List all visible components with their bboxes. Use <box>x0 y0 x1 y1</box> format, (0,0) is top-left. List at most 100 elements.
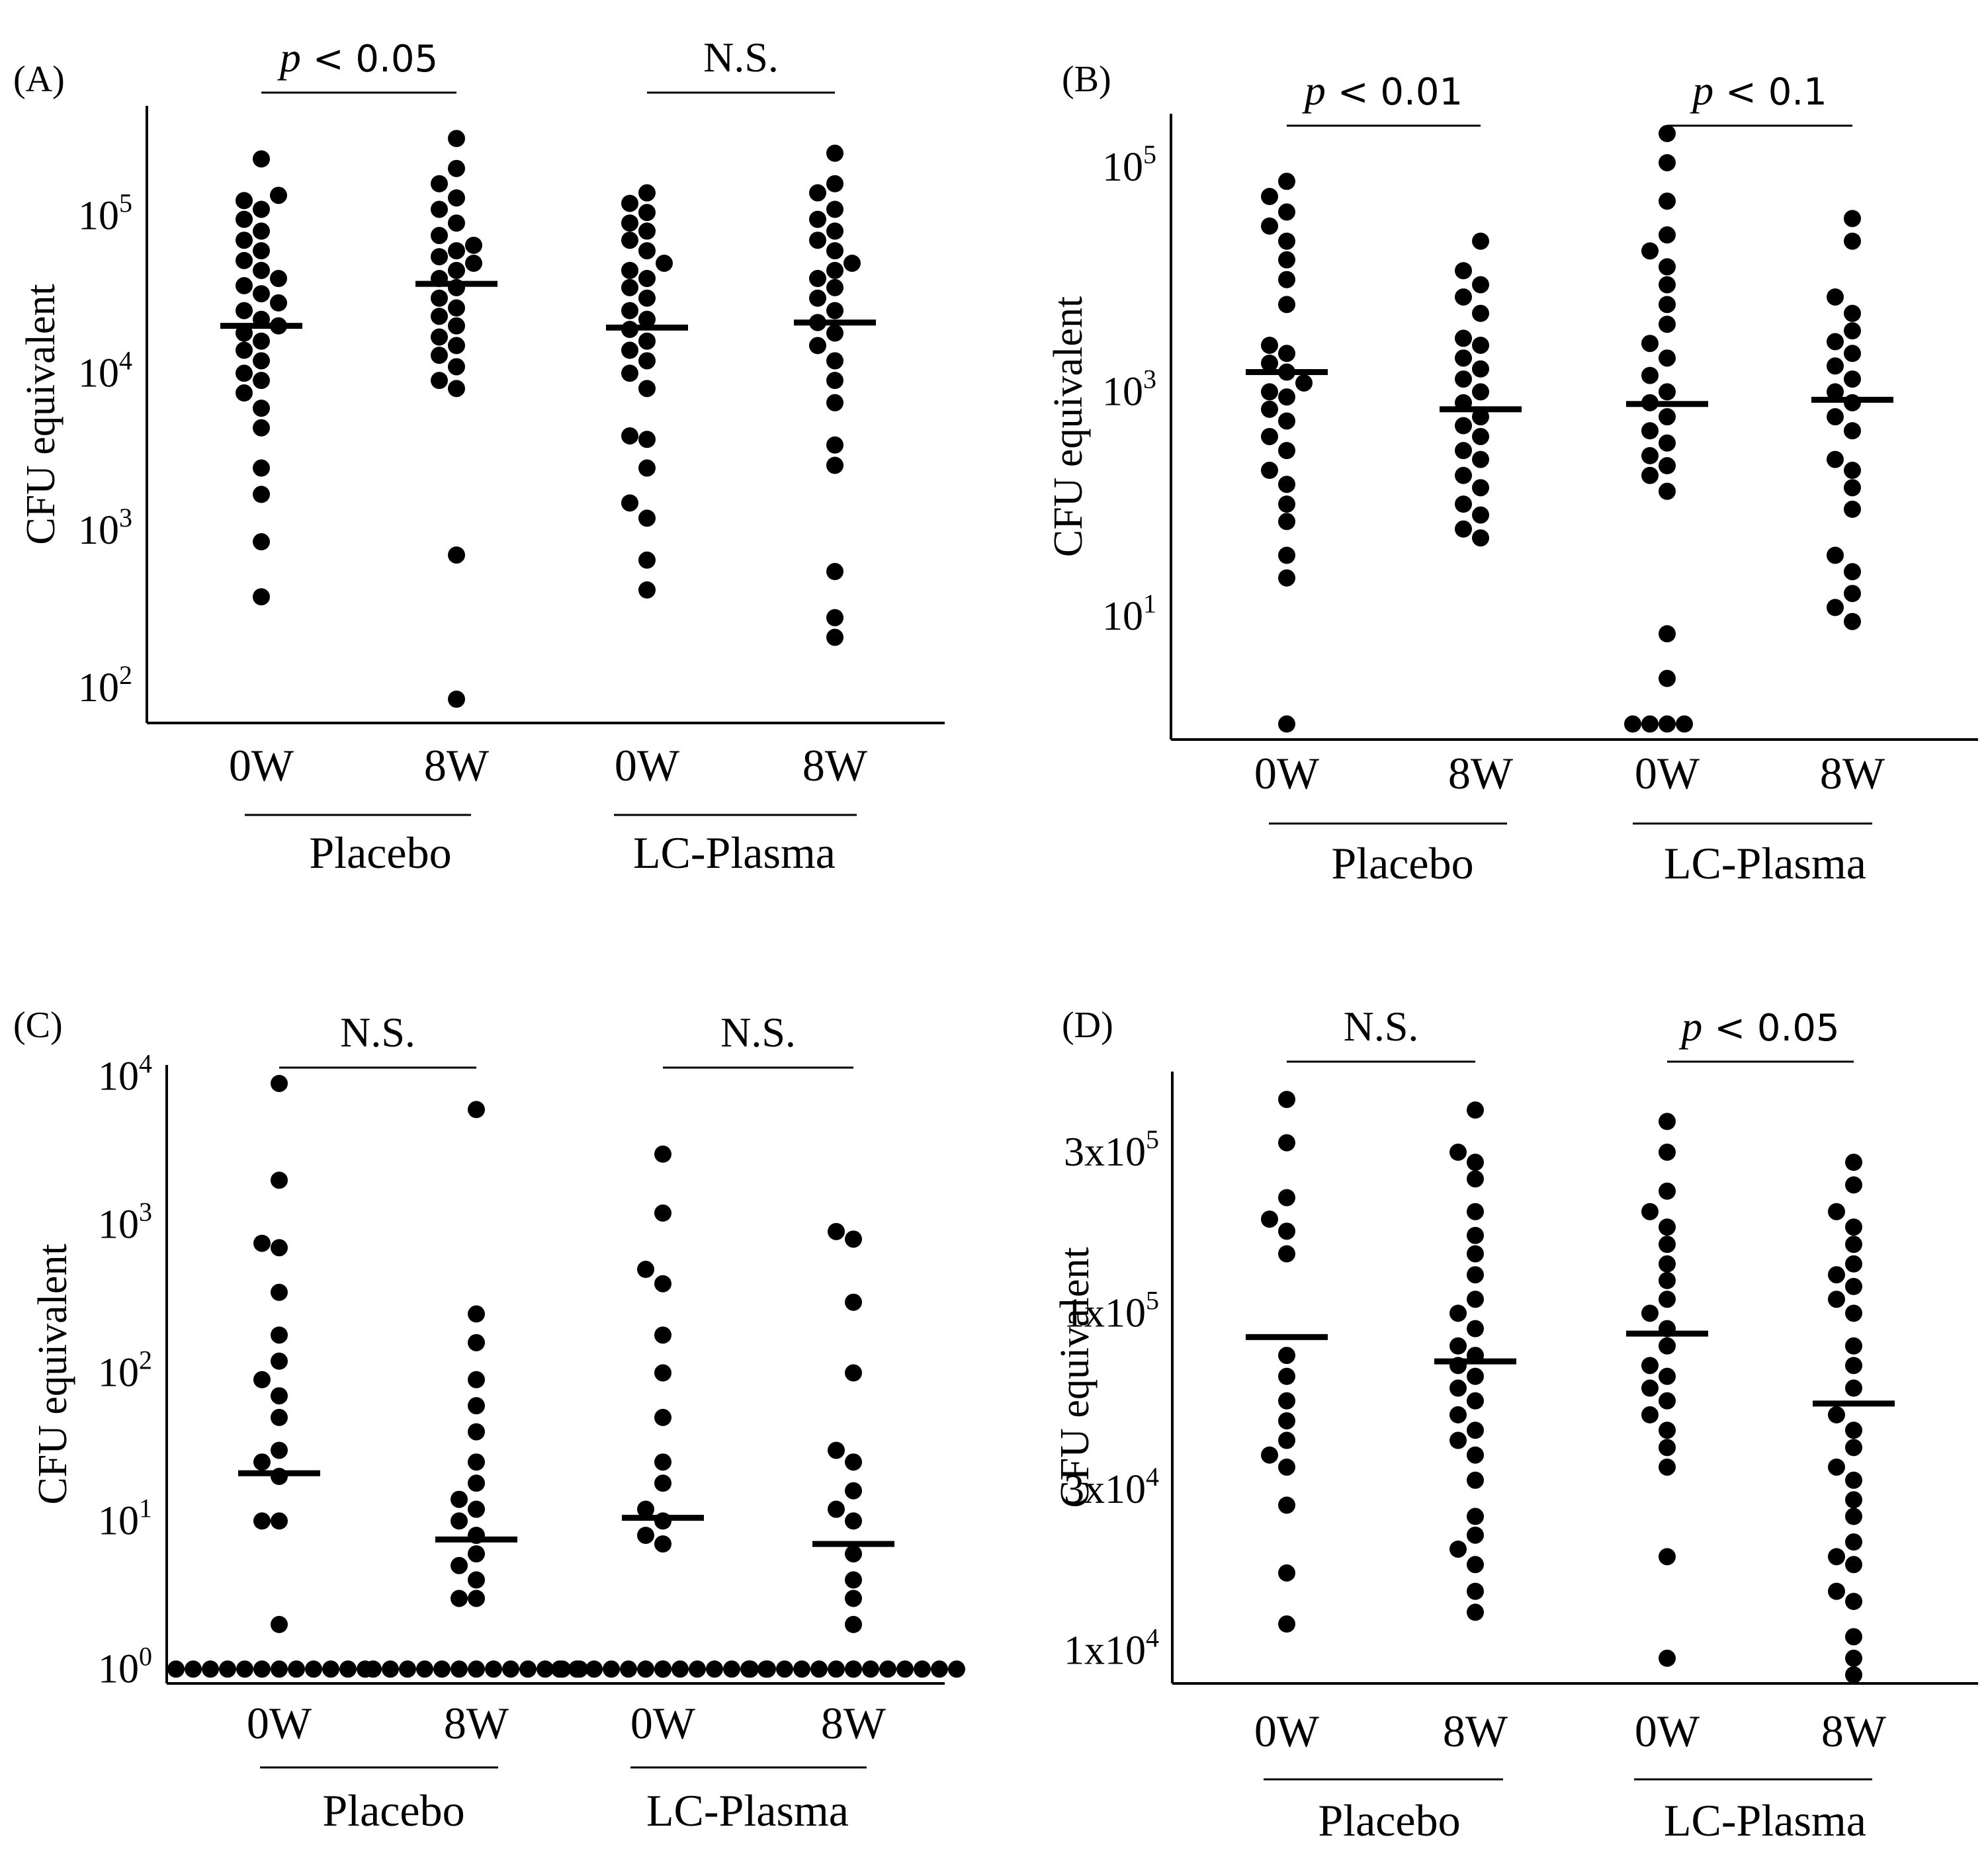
data-point <box>1659 408 1676 426</box>
data-point <box>185 1660 202 1678</box>
data-point <box>1261 1446 1278 1464</box>
data-point <box>621 427 638 445</box>
data-point <box>253 1234 271 1252</box>
data-point <box>1455 329 1472 347</box>
data-point <box>1467 1226 1484 1244</box>
data-point <box>448 337 465 355</box>
data-point <box>1845 1236 1862 1253</box>
data-point <box>236 276 253 294</box>
data-point <box>1659 1236 1676 1253</box>
data-point <box>1467 1582 1484 1600</box>
data-point <box>431 308 448 325</box>
data-point <box>1845 1491 1862 1509</box>
data-point <box>845 1660 862 1678</box>
data-point <box>1844 322 1861 340</box>
data-point <box>1659 1649 1676 1667</box>
data-point <box>1467 1507 1484 1525</box>
data-point <box>1278 203 1295 221</box>
data-point <box>253 1660 271 1678</box>
data-point <box>468 1397 485 1415</box>
data-point <box>271 1326 288 1344</box>
data-point <box>253 222 270 240</box>
data-point <box>451 1556 468 1574</box>
data-point <box>448 546 465 564</box>
data-point <box>1845 1666 1862 1683</box>
data-point <box>399 1660 416 1678</box>
data-point <box>1467 1446 1484 1464</box>
data-point <box>638 332 656 350</box>
data-point <box>638 222 656 240</box>
group-label: Placebo <box>1331 838 1473 888</box>
data-point <box>845 1230 862 1248</box>
significance-label: p < 0.01 <box>1302 67 1463 114</box>
y-tick-label: 103 <box>98 1197 152 1248</box>
data-point <box>845 1512 862 1530</box>
data-point <box>1844 462 1861 480</box>
p-threshold: < 0.05 <box>1702 1007 1839 1050</box>
data-point <box>1641 1203 1659 1220</box>
data-point <box>621 341 638 359</box>
data-point <box>1472 408 1489 426</box>
data-point <box>416 1660 433 1678</box>
data-point <box>637 1500 654 1518</box>
data-point <box>502 1660 519 1678</box>
data-point <box>1278 296 1295 314</box>
data-point <box>826 222 843 240</box>
x-tick-label: 0W <box>229 740 294 790</box>
data-point <box>826 372 843 390</box>
x-tick-label: 8W <box>444 1698 509 1748</box>
p-threshold: < 0.05 <box>301 38 438 81</box>
y-tick-base: 10 <box>98 1498 139 1543</box>
data-point <box>1278 1615 1295 1633</box>
data-point <box>468 1500 485 1518</box>
p-symbol: p <box>1690 67 1713 114</box>
y-tick-exponent: 1 <box>1143 589 1156 618</box>
data-point <box>1827 357 1844 375</box>
data-point <box>1844 613 1861 630</box>
data-point <box>654 1326 671 1344</box>
data-point <box>1261 355 1278 372</box>
data-point <box>1659 457 1676 475</box>
y-tick-base: 10 <box>98 1203 139 1248</box>
data-point <box>448 691 465 708</box>
data-point <box>826 352 843 370</box>
x-tick-label: 0W <box>615 740 680 790</box>
x-tick-label: 0W <box>1635 1706 1700 1756</box>
data-point <box>826 628 843 646</box>
data-point <box>1845 1628 1862 1646</box>
data-point <box>468 1371 485 1388</box>
data-point <box>638 270 656 288</box>
data-point <box>1278 1431 1295 1449</box>
p-symbol: p <box>277 34 301 81</box>
data-point <box>845 1364 862 1382</box>
data-point <box>537 1660 554 1678</box>
data-point <box>1844 345 1861 362</box>
data-point <box>568 1660 585 1678</box>
data-point <box>253 486 270 503</box>
data-point <box>706 1660 723 1678</box>
p-symbol: p <box>1678 1003 1702 1050</box>
data-point <box>448 242 465 260</box>
data-point <box>1844 422 1861 440</box>
data-point <box>270 270 287 288</box>
data-point <box>1261 1210 1278 1228</box>
data-point <box>1278 546 1295 564</box>
data-point <box>1845 1154 1862 1171</box>
x-tick-label: 0W <box>630 1698 696 1748</box>
data-point <box>271 1171 288 1189</box>
data-point <box>1278 1222 1295 1240</box>
data-point <box>1844 210 1861 228</box>
data-point <box>862 1660 879 1678</box>
data-point <box>826 394 843 411</box>
x-tick-label: 0W <box>247 1698 312 1748</box>
data-point <box>202 1660 219 1678</box>
data-point <box>1845 1649 1862 1667</box>
data-point <box>253 400 270 417</box>
data-point <box>845 1545 862 1563</box>
data-point <box>656 254 673 272</box>
data-point <box>1659 1392 1676 1410</box>
data-point <box>448 358 465 376</box>
data-point <box>759 1660 776 1678</box>
data-point <box>793 1660 810 1678</box>
data-point <box>1295 374 1313 392</box>
